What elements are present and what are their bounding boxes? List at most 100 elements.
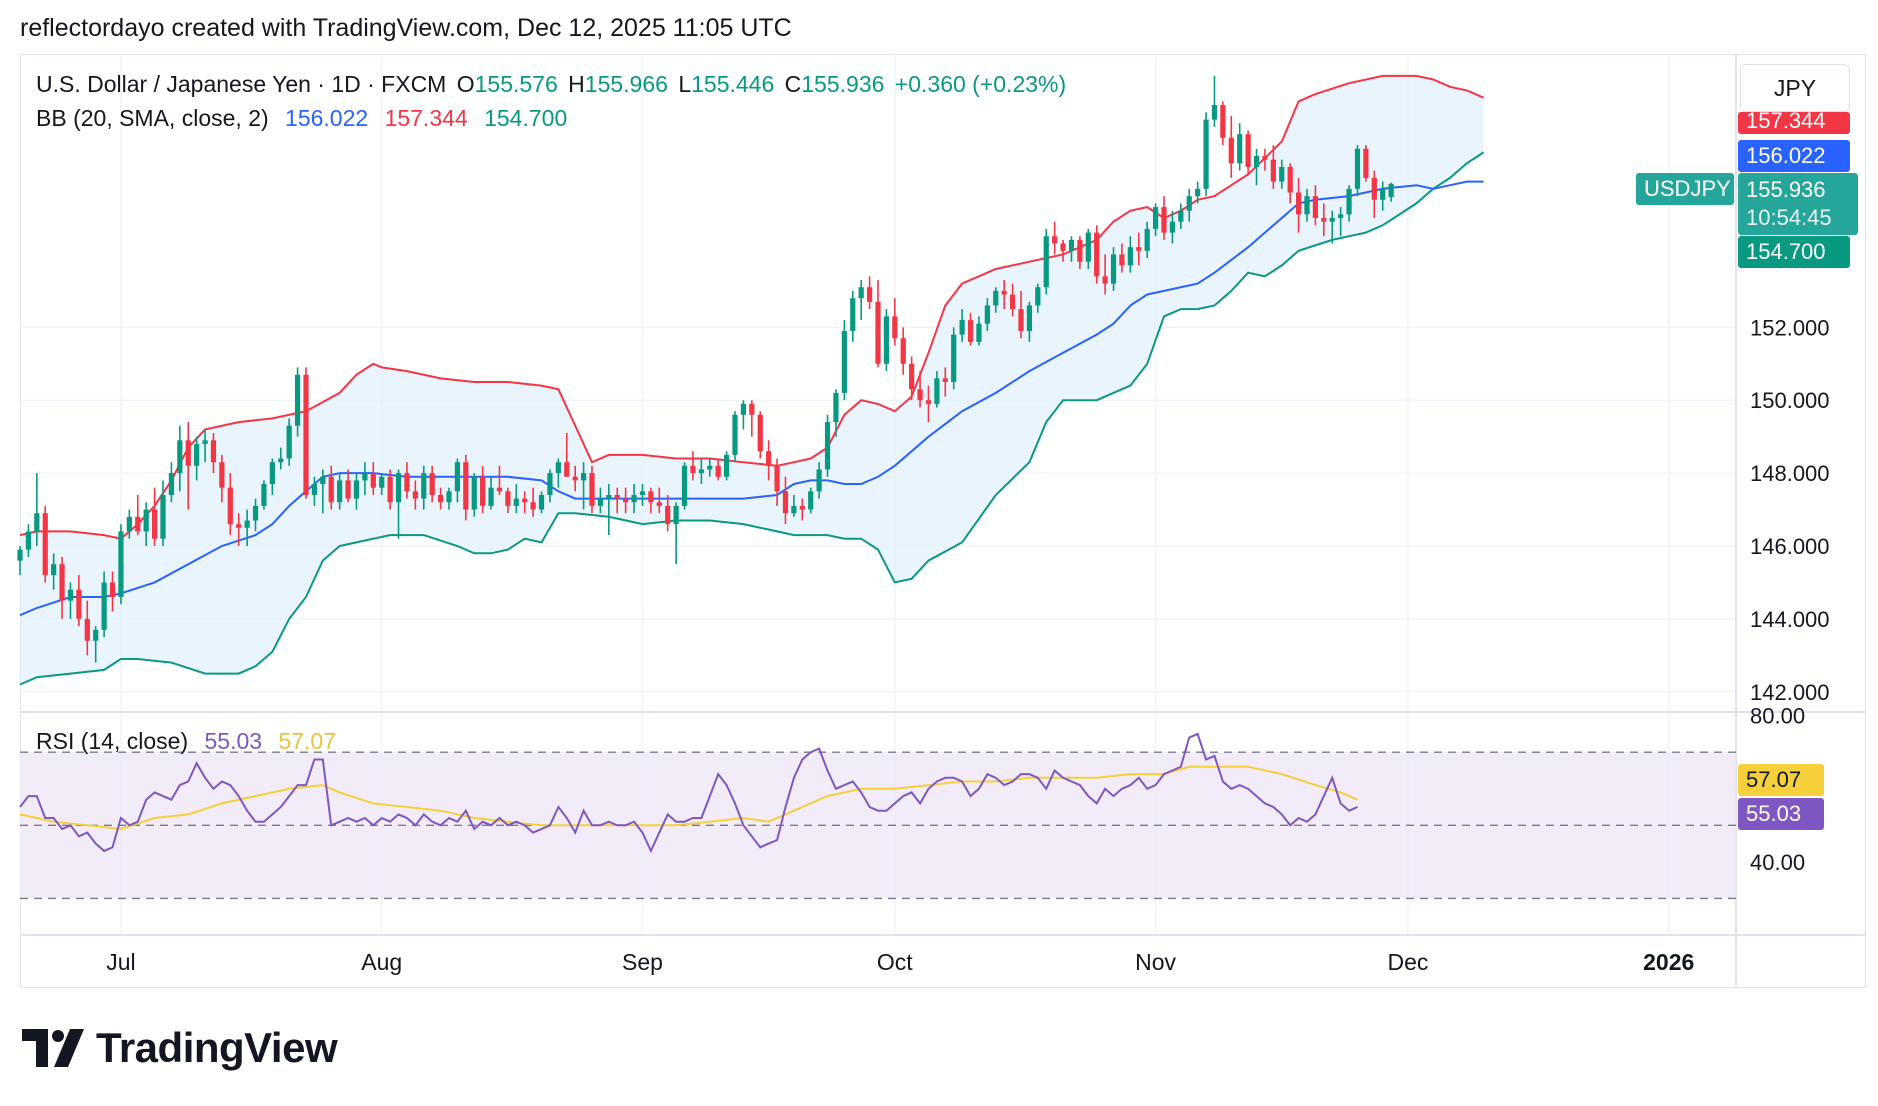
candle-body xyxy=(135,516,141,532)
candle-body xyxy=(109,582,116,598)
candle-body xyxy=(564,462,570,477)
candle-body xyxy=(665,505,671,525)
candle-body xyxy=(412,491,418,499)
candle xyxy=(337,473,343,510)
candle xyxy=(774,458,780,506)
tradingview-logo[interactable]: TradingView xyxy=(22,1024,338,1072)
candle xyxy=(1287,163,1293,204)
candle xyxy=(429,465,435,503)
candle-body xyxy=(732,414,738,455)
candle xyxy=(631,484,637,514)
candle-body xyxy=(538,494,545,510)
candle xyxy=(875,279,881,368)
candle xyxy=(1026,301,1033,342)
candle-body xyxy=(791,505,797,514)
candle-body xyxy=(925,400,932,404)
candle xyxy=(1262,148,1268,171)
candle xyxy=(278,447,284,470)
candle xyxy=(1161,196,1167,240)
candle-body xyxy=(1220,105,1226,138)
rsi-label: RSI (14, close) xyxy=(36,728,189,754)
candle-body xyxy=(707,465,713,470)
candle xyxy=(614,487,620,514)
candle-body xyxy=(387,476,393,503)
candle-body xyxy=(1186,196,1192,211)
high-label: H xyxy=(568,71,585,97)
candle-body xyxy=(101,582,107,630)
candle-body xyxy=(917,389,923,401)
candle-body xyxy=(337,480,343,503)
candle-body xyxy=(1237,134,1243,164)
candle-body xyxy=(1094,232,1100,277)
candle xyxy=(1380,181,1386,211)
candle xyxy=(808,487,814,514)
candle-body xyxy=(858,287,864,299)
candle-body xyxy=(740,403,747,415)
candle xyxy=(1228,115,1234,178)
candle xyxy=(732,411,738,463)
candle-body xyxy=(648,491,654,503)
candle xyxy=(799,498,805,521)
candle-body xyxy=(362,473,368,481)
candle xyxy=(446,487,452,510)
close-value: 155.936 xyxy=(801,71,885,97)
candle-body xyxy=(126,516,132,532)
bb-label: BB (20, SMA, close, 2) xyxy=(36,105,269,131)
candle-body xyxy=(1052,236,1058,244)
candle xyxy=(1178,203,1184,229)
candle-body xyxy=(757,414,763,452)
month-tick-label: Jul xyxy=(106,949,135,975)
candle xyxy=(1085,228,1091,270)
candle xyxy=(665,494,671,532)
candle xyxy=(76,575,82,627)
candle xyxy=(93,626,99,663)
candle-body xyxy=(1035,287,1041,306)
last-price-value: 155.936 xyxy=(1746,177,1826,202)
candle-body xyxy=(614,494,620,499)
candle xyxy=(395,469,402,539)
candle xyxy=(883,309,890,372)
rsi-value: 55.03 xyxy=(204,728,263,754)
candle xyxy=(866,276,873,310)
candle xyxy=(177,425,183,492)
candle-body xyxy=(866,287,873,302)
candle-body xyxy=(505,491,511,506)
candle xyxy=(1279,159,1285,189)
candle-body xyxy=(1253,156,1260,167)
candle-body xyxy=(353,480,360,499)
chart-frame xyxy=(20,54,1866,988)
candle-body xyxy=(1388,183,1394,198)
candle-body xyxy=(555,462,561,474)
candle-body xyxy=(446,491,452,503)
candle-body xyxy=(25,531,32,550)
candle-body xyxy=(1354,148,1361,189)
price-tick-label: 146.000 xyxy=(1750,534,1830,559)
low-label: L xyxy=(678,71,692,97)
candle-body xyxy=(959,320,965,335)
candle xyxy=(623,487,629,514)
candle xyxy=(1346,185,1352,222)
candle xyxy=(412,480,418,510)
candle xyxy=(1052,221,1058,255)
candle-body xyxy=(463,462,469,510)
currency-button[interactable]: JPY xyxy=(1740,64,1850,112)
candle xyxy=(673,502,679,565)
bollinger-bands xyxy=(19,74,1485,686)
bollinger-legend: BB (20, SMA, close, 2) 156.022 157.344 1… xyxy=(36,105,577,132)
candle-body xyxy=(639,491,646,495)
candle-body xyxy=(1371,177,1377,200)
candle xyxy=(387,469,393,510)
candle-body xyxy=(328,476,334,503)
candle-body xyxy=(942,378,948,382)
candle-body xyxy=(580,473,587,481)
bb-upper-value: 157.344 xyxy=(384,105,468,131)
candle xyxy=(496,465,503,495)
candle xyxy=(723,451,730,481)
candle-body xyxy=(631,494,637,503)
candle-body xyxy=(177,440,183,474)
candle-body xyxy=(774,465,780,492)
candle xyxy=(993,287,999,313)
bollinger-basis-line xyxy=(19,180,1484,617)
candle-body xyxy=(118,531,124,598)
